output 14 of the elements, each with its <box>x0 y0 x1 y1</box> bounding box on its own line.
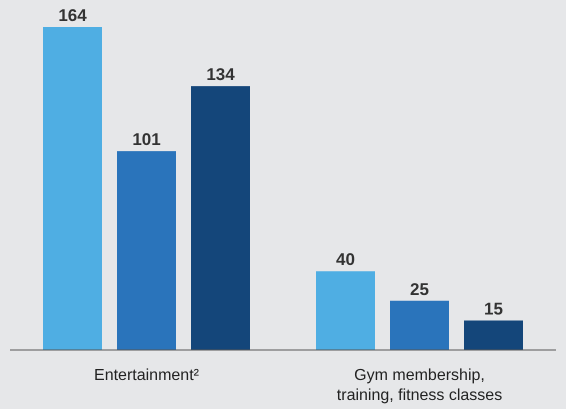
bar <box>390 300 449 350</box>
data-label: 15 <box>484 299 503 318</box>
bar <box>191 86 250 350</box>
x-tick-label: Entertainment² <box>94 367 200 384</box>
bar <box>316 271 375 350</box>
data-label: 134 <box>206 65 236 84</box>
x-tick-label: Gym membership, training, fitness classes <box>336 367 502 404</box>
data-label: 25 <box>410 280 429 299</box>
bar <box>43 27 102 350</box>
bar <box>464 320 523 350</box>
bar <box>117 151 176 350</box>
data-label: 40 <box>336 250 355 270</box>
data-label: 101 <box>132 130 161 150</box>
data-label: 164 <box>58 6 88 25</box>
